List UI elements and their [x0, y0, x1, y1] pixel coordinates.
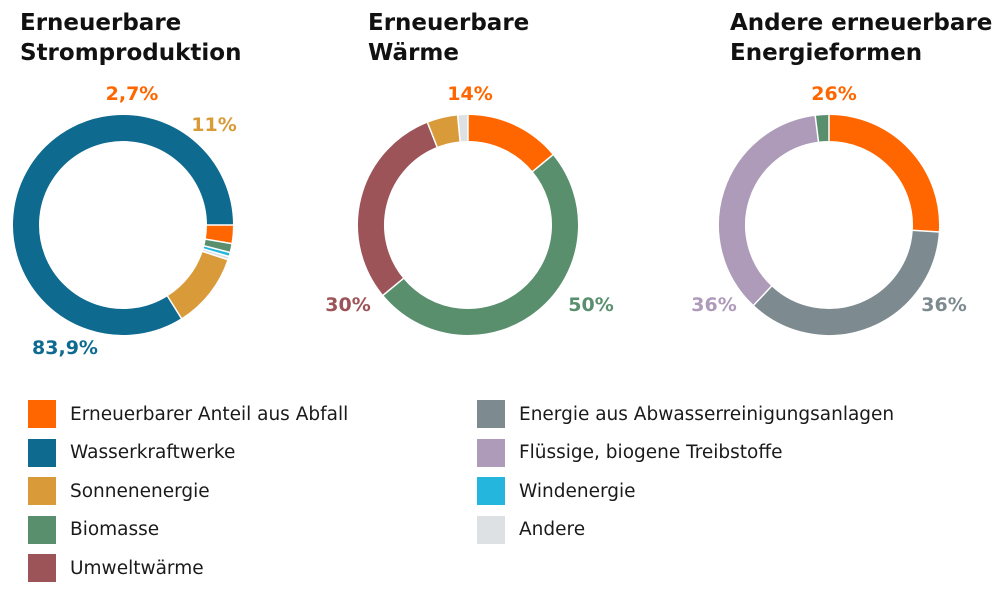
slice-separator — [456, 114, 461, 143]
legend-label-abfall: Erneuerbarer Anteil aus Abfall — [70, 403, 349, 425]
slice-separator — [752, 284, 773, 307]
legend-swatch-andere — [477, 515, 505, 544]
chart-title-waerme: Erneuerbare Wärme — [368, 8, 529, 68]
donut-slice — [828, 115, 939, 232]
chart-title-strom-line1: Erneuerbare — [20, 10, 182, 36]
slice-data-label: 50% — [568, 294, 613, 316]
legend-item-abfall: Erneuerbarer Anteil aus Abfall — [28, 395, 348, 434]
legend-left: Erneuerbarer Anteil aus Abfall Wasserkra… — [28, 395, 348, 588]
slice-separator — [911, 229, 940, 233]
legend-swatch-sonne — [28, 477, 56, 506]
slice-separator — [201, 250, 229, 261]
donut-slice — [427, 115, 461, 148]
legend-swatch-abfall — [28, 400, 56, 429]
slice-data-label: 30% — [325, 294, 370, 316]
donut-slice — [167, 251, 228, 319]
donut-slice — [13, 115, 233, 335]
slice-separator — [531, 153, 555, 173]
slice-data-label: 11% — [191, 114, 236, 136]
legend-swatch-umwelt — [28, 554, 56, 583]
legend-label-andere: Andere — [519, 519, 586, 541]
legend-item-abwasser: Energie aus Abwasserreinigungsanlagen — [477, 395, 894, 434]
legend-label-fluessig: Flüssige, biogene Treibstoffe — [519, 442, 783, 464]
chart-title-andere-line1: Andere erneuerbare — [730, 10, 993, 36]
chart-title-andere: Andere erneuerbare Energieformen — [730, 8, 992, 68]
donut-slice — [383, 154, 578, 335]
slice-data-label: 14% — [447, 83, 492, 105]
legend-label-umwelt: Umweltwärme — [70, 557, 204, 579]
chart-title-strom: Erneuerbare Stromproduktion — [20, 8, 241, 68]
slice-separator — [203, 244, 231, 254]
slice-separator — [202, 247, 230, 258]
legend-item-andere: Andere — [477, 511, 894, 550]
legend-item-wind: Windenergie — [477, 472, 894, 511]
donut-slice — [719, 115, 819, 306]
slice-separator — [381, 277, 405, 297]
donut-slice — [204, 239, 232, 253]
slice-data-label: 83,9% — [32, 337, 98, 359]
donut-slice — [753, 229, 939, 335]
legend-label-wind: Windenergie — [519, 480, 636, 502]
legend-swatch-wasserkraft — [28, 438, 56, 467]
legend-item-biomasse: Biomasse — [28, 511, 348, 550]
donut-charts: 2,7% 11% 83,9% 14% 50% 30% 26% 36% 36% — [13, 83, 967, 359]
chart-title-andere-line2: Energieformen — [730, 40, 923, 66]
slice-separator — [166, 294, 183, 320]
legend-item-umwelt: Umweltwärme — [28, 549, 348, 588]
donut-slice — [467, 115, 553, 172]
legend-label-biomasse: Biomasse — [70, 519, 160, 541]
slice-data-label: 36% — [691, 294, 736, 316]
legend-item-sonne: Sonnenenergie — [28, 472, 348, 511]
legend-swatch-fluessig — [477, 438, 505, 467]
legend-swatch-abwasser — [477, 400, 505, 429]
legend-item-fluessig: Flüssige, biogene Treibstoffe — [477, 434, 894, 473]
legend-swatch-wind — [477, 477, 505, 506]
legend-label-abwasser: Energie aus Abwasserreinigungsanlagen — [519, 403, 895, 425]
slice-separator — [204, 238, 233, 245]
slice-separator — [426, 121, 439, 149]
slice-data-label: 36% — [921, 294, 966, 316]
legend-right: Energie aus Abwasserreinigungsanlagen Fl… — [477, 395, 894, 549]
legend-swatch-biomasse — [28, 515, 56, 544]
slice-data-label: 2,7% — [106, 83, 159, 105]
donut-slice — [205, 224, 234, 244]
donut-slice — [815, 114, 830, 142]
chart-title-waerme-line2: Wärme — [368, 40, 459, 66]
slice-data-label: 26% — [811, 83, 856, 105]
legend-label-sonne: Sonnenenergie — [70, 480, 210, 502]
donut-slice — [358, 122, 438, 296]
chart-title-strom-line2: Stromproduktion — [20, 40, 242, 66]
legend-label-wasserkraft: Wasserkraftwerke — [70, 442, 236, 464]
chart-title-waerme-line1: Erneuerbare — [368, 10, 530, 36]
legend-item-wasserkraft: Wasserkraftwerke — [28, 434, 348, 473]
slice-separator — [814, 114, 820, 143]
